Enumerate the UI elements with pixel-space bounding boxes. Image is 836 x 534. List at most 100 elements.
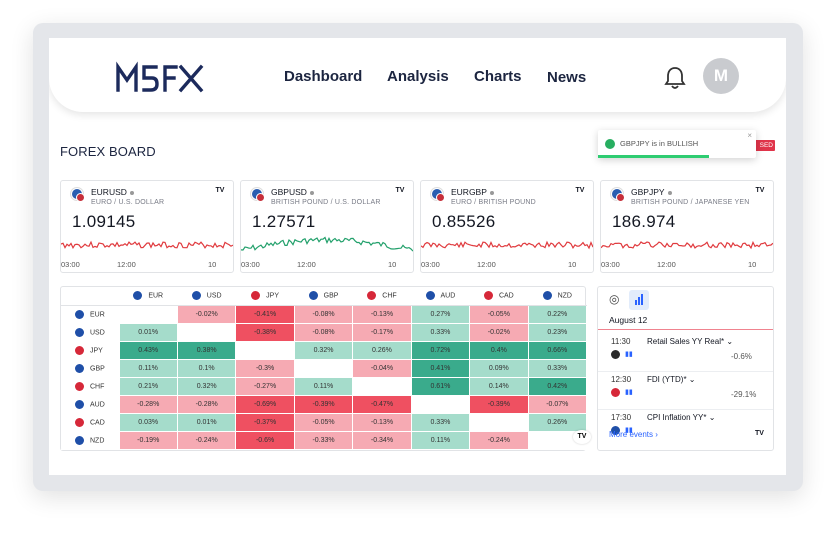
heatmap-cell[interactable]: -0.39%: [294, 395, 354, 415]
tradingview-logo[interactable]: TV: [755, 430, 764, 437]
heatmap-cell[interactable]: -0.6%: [235, 431, 295, 451]
ticker-card-eurgbp[interactable]: EURGBP EURO / BRITISH POUND TV 0.85526 03:00…: [420, 180, 594, 273]
heatmap-cell[interactable]: 0.43%: [119, 341, 178, 360]
heatmap-cell[interactable]: 0.27%: [411, 305, 471, 324]
row-header-nzd: NZD: [61, 431, 120, 451]
heatmap-cell[interactable]: -0.17%: [352, 323, 412, 342]
heatmap-cell[interactable]: 0.38%: [177, 341, 237, 360]
heatmap-cell[interactable]: 0.32%: [177, 377, 237, 397]
heatmap-cell[interactable]: 0.14%: [469, 377, 529, 397]
heatmap-cell[interactable]: -0.24%: [177, 431, 237, 451]
heatmap-cell[interactable]: [177, 323, 237, 342]
time-tick: 03:00: [601, 260, 620, 269]
heatmap-cell[interactable]: 0.33%: [411, 413, 471, 433]
tradingview-logo[interactable]: TV: [395, 187, 405, 194]
heatmap-cell[interactable]: 0.72%: [411, 341, 471, 360]
heatmap-cell[interactable]: [119, 305, 178, 324]
m5fx-logo[interactable]: [115, 60, 207, 94]
ticker-card-gbpjpy[interactable]: GBPJPY BRITISH POUND / JAPANESE YEN TV 186.…: [600, 180, 774, 273]
heatmap-cell[interactable]: 0.09%: [469, 359, 529, 378]
heatmap-cell[interactable]: 0.42%: [528, 377, 588, 397]
importance-filter-button[interactable]: [629, 290, 649, 310]
heatmap-cell[interactable]: [235, 341, 295, 360]
heatmap-cell[interactable]: 0.01%: [177, 413, 237, 433]
heatmap-cell[interactable]: -0.38%: [235, 323, 295, 342]
user-avatar[interactable]: M: [703, 58, 739, 94]
heatmap-cell[interactable]: 0.22%: [528, 305, 588, 324]
heatmap-cell[interactable]: -0.34%: [352, 431, 412, 451]
heatmap-cell[interactable]: [469, 413, 529, 433]
heatmap-cell[interactable]: 0.26%: [528, 413, 588, 433]
chevron-down-icon[interactable]: ⌄: [688, 375, 696, 384]
toast-close-button[interactable]: ×: [747, 131, 752, 140]
heatmap-cell[interactable]: 0.33%: [528, 359, 588, 378]
heatmap-cell[interactable]: [294, 359, 354, 378]
aud-flag-icon: [75, 400, 84, 410]
tradingview-logo[interactable]: TV: [215, 187, 225, 194]
heatmap-cell[interactable]: -0.33%: [294, 431, 354, 451]
heatmap-cell[interactable]: -0.24%: [469, 431, 529, 451]
heatmap-cell[interactable]: 0.11%: [294, 377, 354, 397]
column-header-label: CHF: [382, 292, 397, 300]
heatmap-cell[interactable]: 0.61%: [411, 377, 471, 397]
nav-news[interactable]: News: [547, 69, 587, 86]
notification-bell-icon[interactable]: [664, 66, 686, 90]
tradingview-logo[interactable]: TV: [573, 430, 591, 444]
heatmap-cell[interactable]: -0.3%: [235, 359, 295, 378]
heatmap-cell[interactable]: -0.02%: [469, 323, 529, 342]
nav-dashboard[interactable]: Dashboard: [284, 68, 363, 85]
ticker-card-gbpusd[interactable]: GBPUSD BRITISH POUND / U.S. DOLLAR TV 1.275…: [240, 180, 414, 273]
heatmap-cell[interactable]: -0.13%: [352, 413, 412, 433]
heatmap-cell[interactable]: 0.23%: [528, 323, 588, 342]
heatmap-cell[interactable]: -0.13%: [352, 305, 412, 324]
heatmap-cell[interactable]: 0.01%: [119, 323, 178, 342]
market-status-dot: [489, 190, 494, 195]
globe-icon[interactable]: ◎: [609, 292, 620, 306]
heatmap-cell[interactable]: 0.21%: [119, 377, 178, 397]
heatmap-cell[interactable]: [352, 377, 412, 397]
heatmap-cell[interactable]: -0.27%: [235, 377, 295, 397]
heatmap-cell[interactable]: -0.28%: [177, 395, 237, 415]
heatmap-cell[interactable]: -0.05%: [294, 413, 354, 433]
heatmap-cell[interactable]: -0.02%: [177, 305, 237, 324]
notification-toast: GBPJPY is in BULLISH ×: [598, 130, 756, 158]
heatmap-cell[interactable]: 0.11%: [119, 359, 178, 378]
more-events-label: More events: [609, 430, 654, 439]
heatmap-cell[interactable]: 0.32%: [294, 341, 354, 360]
time-tick: 12:00: [657, 260, 676, 269]
heatmap-cell[interactable]: -0.07%: [528, 395, 588, 415]
heatmap-cell[interactable]: -0.39%: [469, 395, 529, 415]
heatmap-cell[interactable]: [411, 395, 471, 415]
column-header-gbp: GBP: [294, 287, 354, 306]
heatmap-cell[interactable]: -0.47%: [352, 395, 412, 415]
heatmap-cell[interactable]: -0.04%: [352, 359, 412, 378]
chevron-down-icon[interactable]: ⌄: [726, 337, 734, 346]
heatmap-cell[interactable]: -0.08%: [294, 323, 354, 342]
heatmap-cell[interactable]: -0.69%: [235, 395, 295, 415]
heatmap-cell[interactable]: -0.08%: [294, 305, 354, 324]
heatmap-cell[interactable]: -0.41%: [235, 305, 295, 324]
heatmap-cell[interactable]: 0.03%: [119, 413, 178, 433]
nav-analysis[interactable]: Analysis: [387, 68, 449, 85]
chevron-down-icon[interactable]: ⌄: [708, 413, 716, 422]
ticker-symbol-text: EURGBP: [451, 187, 487, 197]
heatmap-cell[interactable]: 0.66%: [528, 341, 588, 360]
heatmap-cell[interactable]: 0.41%: [411, 359, 471, 378]
heatmap-cell[interactable]: 0.1%: [177, 359, 237, 378]
nav-charts[interactable]: Charts: [474, 68, 522, 85]
heatmap-cell[interactable]: 0.11%: [411, 431, 471, 451]
ticker-card-eurusd[interactable]: EURUSD EURO / U.S. DOLLAR TV 1.09145 03:00 12…: [60, 180, 234, 273]
heatmap-cell[interactable]: -0.37%: [235, 413, 295, 433]
heatmap-cell[interactable]: 0.26%: [352, 341, 412, 360]
heatmap-cell[interactable]: -0.28%: [119, 395, 178, 415]
ticker-symbol: GBPUSD: [271, 187, 314, 197]
eur-flag-icon: [75, 309, 84, 319]
heatmap-cell[interactable]: -0.19%: [119, 431, 178, 451]
heatmap-cell[interactable]: 0.4%: [469, 341, 529, 360]
heatmap-cell[interactable]: 0.33%: [411, 323, 471, 342]
more-events-link[interactable]: More events ›: [609, 430, 658, 439]
tradingview-logo[interactable]: TV: [755, 187, 765, 194]
ticker-description: BRITISH POUND / U.S. DOLLAR: [271, 199, 381, 206]
tradingview-logo[interactable]: TV: [575, 187, 585, 194]
heatmap-cell[interactable]: -0.05%: [469, 305, 529, 324]
